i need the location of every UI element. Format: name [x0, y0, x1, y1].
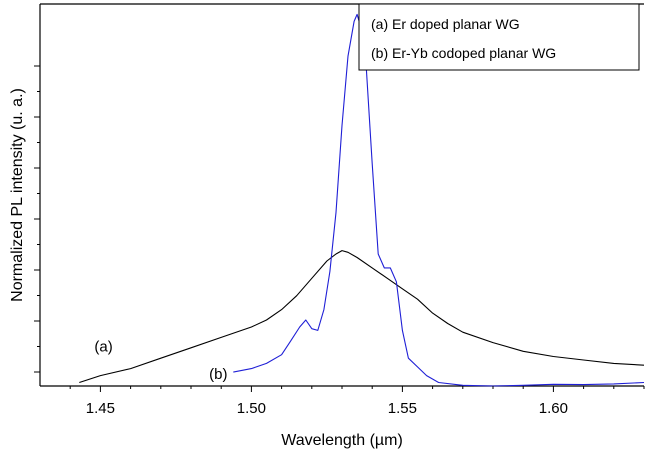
legend: (a) Er doped planar WG (b) Er-Yb codoped…	[358, 3, 640, 71]
legend-entry-a: (a) Er doped planar WG	[371, 16, 520, 32]
legend-box	[358, 3, 640, 71]
ticks-layer: 1.45 1.50 1.55 1.60	[34, 65, 645, 417]
annotation-a: (a)	[94, 338, 112, 355]
x-tick-label: 1.60	[539, 400, 568, 417]
y-axis-label: Normalized PL intensity (u. a.)	[9, 88, 26, 302]
x-tick-label: 1.50	[237, 400, 266, 417]
x-tick-label: 1.45	[86, 400, 115, 417]
annotation-b: (b)	[209, 366, 227, 383]
legend-entry-b: (b) Er-Yb codoped planar WG	[371, 45, 556, 61]
x-tick-label: 1.55	[388, 400, 417, 417]
series-a-line	[79, 250, 645, 384]
x-axis-label: Wavelength (µm)	[281, 432, 403, 449]
